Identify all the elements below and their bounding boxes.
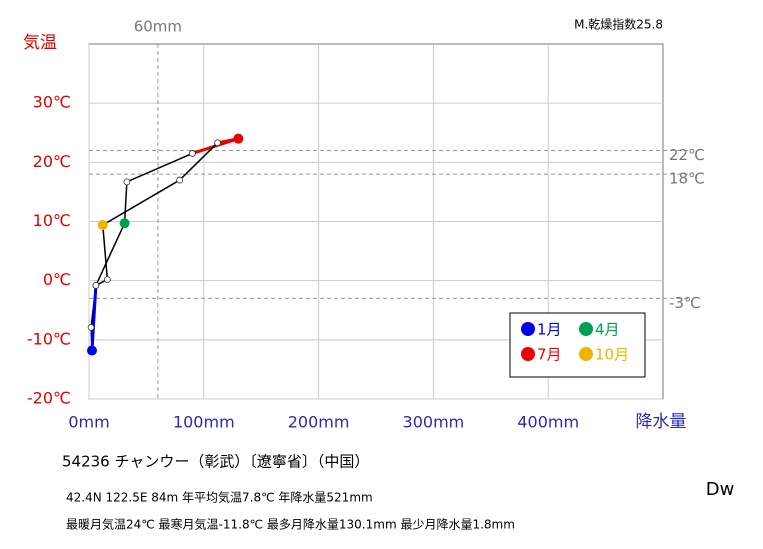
month-point (97, 220, 108, 231)
x-tick-label: 300mm (403, 413, 465, 432)
month-point (123, 178, 131, 186)
month-point (103, 276, 111, 283)
month-point (214, 139, 221, 147)
legend-marker (521, 322, 535, 336)
station-info: 最暖月気温24℃ 最寒月気温-11.8℃ 最多月降水量130.1mm 最少月降水… (66, 517, 515, 532)
y-tick-label: 20℃ (33, 152, 71, 171)
climate-line (102, 179, 181, 226)
climate-line (126, 152, 193, 183)
climate-code: Dw (706, 479, 735, 500)
reference-label: 22℃ (669, 146, 705, 164)
y-tick-label: -10℃ (27, 329, 71, 348)
legend-label: 10月 (595, 346, 629, 364)
month-point (86, 345, 97, 356)
reference-label: 60mm (134, 18, 182, 36)
y-axis-title: 気温 (23, 33, 57, 53)
month-point (176, 176, 184, 184)
x-tick-label: 200mm (288, 413, 350, 432)
climate-line (102, 224, 109, 280)
month-point (188, 150, 196, 157)
x-tick-label: 400mm (517, 413, 579, 432)
climate-line (90, 285, 98, 351)
legend-label: 7月 (537, 346, 562, 364)
climate-line (179, 142, 219, 181)
reference-label: -3℃ (669, 294, 701, 312)
month-point (119, 218, 130, 229)
x-tick-label: 100mm (173, 413, 235, 432)
month-point (92, 281, 100, 289)
reference-label: 18℃ (669, 170, 705, 188)
station-title: 54236 チャンウー（彰武）〔遼寧省〕（中国） (62, 453, 369, 471)
y-tick-label: 10℃ (33, 211, 71, 230)
x-tick-label: 0mm (68, 413, 109, 432)
x-axis-title: 降水量 (636, 412, 687, 432)
station-info: 42.4N 122.5E 84m 年平均気温7.8℃ 年降水量521mm (66, 490, 373, 505)
climate-line (95, 222, 126, 286)
climate-line (123, 181, 128, 224)
legend-label: 4月 (595, 321, 620, 339)
legend-marker (579, 347, 593, 361)
legend-marker (521, 347, 535, 361)
legend-marker (579, 322, 593, 336)
y-tick-label: -20℃ (27, 389, 71, 408)
y-tick-label: 0℃ (43, 270, 71, 289)
month-point (87, 324, 95, 331)
month-point (233, 133, 244, 144)
index-label: M.乾燥指数25.8 (574, 17, 663, 32)
y-tick-label: 30℃ (33, 93, 71, 112)
legend-label: 1月 (537, 321, 562, 339)
